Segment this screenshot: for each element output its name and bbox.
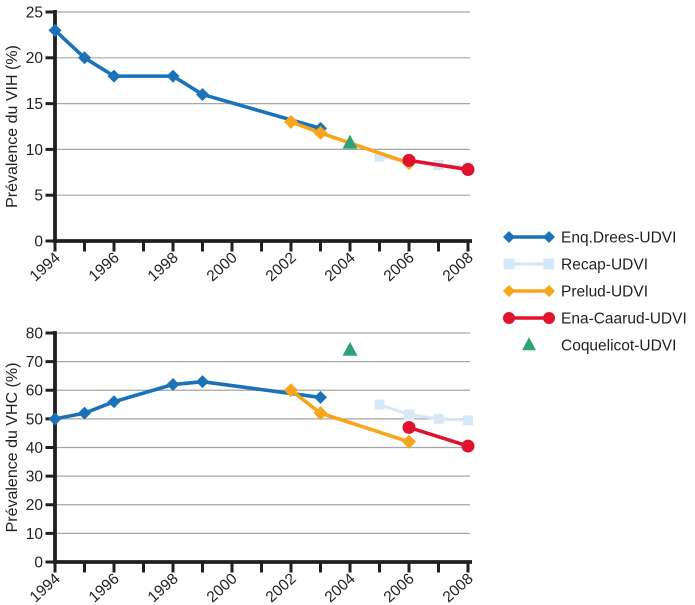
y-tick-label: 0 bbox=[34, 233, 43, 250]
data-point-diamond bbox=[166, 69, 180, 83]
y-tick-label: 40 bbox=[26, 440, 44, 457]
y-tick-label: 15 bbox=[26, 96, 43, 113]
data-point-diamond bbox=[313, 406, 328, 421]
x-tick-label: 2004 bbox=[322, 570, 359, 605]
data-point-circle bbox=[402, 420, 416, 434]
data-point-diamond bbox=[196, 87, 209, 101]
x-tick-label: 1998 bbox=[145, 249, 182, 285]
data-point-diamond bbox=[107, 395, 121, 409]
legend-entry: Coquelicot-UDVI bbox=[522, 337, 676, 355]
data-point-triangle bbox=[342, 134, 358, 149]
series-enq-drees-udvi bbox=[48, 375, 327, 426]
x-tick-label: 1998 bbox=[145, 570, 182, 605]
legend-entry: Recap-UDVI bbox=[503, 257, 648, 274]
legend-label: Coquelicot-UDVI bbox=[561, 338, 676, 355]
data-point-diamond bbox=[78, 406, 91, 420]
vhc-chart: 0 10 20 30 40 50 60 70 80 1994 1996 1998 2000 2002 200… bbox=[4, 325, 477, 605]
x-tick-label: 2002 bbox=[263, 249, 300, 285]
y-tick-label: 80 bbox=[26, 325, 44, 342]
legend-label: Ena-Caarud-UDVI bbox=[561, 311, 687, 328]
y-axis-title: Prévalence du VIH (%) bbox=[4, 45, 21, 208]
series-line bbox=[407, 425, 470, 448]
x-tick-label: 1994 bbox=[27, 570, 64, 605]
data-point-square bbox=[543, 258, 555, 270]
y-tick-label: 20 bbox=[26, 497, 44, 514]
legend-entry: Ena-Caarud-UDVI bbox=[503, 311, 687, 328]
data-point-square bbox=[503, 258, 515, 270]
x-tick-label: 2006 bbox=[381, 249, 418, 285]
legend-label: Enq.Drees-UDVI bbox=[561, 230, 676, 247]
x-tick-label: 1994 bbox=[27, 249, 64, 285]
vih-chart: 0 5 10 15 20 25 1994 1996 1998 2000 2002 2004 2006 20… bbox=[4, 4, 477, 285]
data-point-diamond bbox=[107, 69, 121, 83]
series-line bbox=[53, 28, 323, 131]
data-point-diamond bbox=[48, 412, 62, 426]
data-point-diamond bbox=[166, 378, 180, 392]
y-tick-label: 0 bbox=[34, 554, 43, 571]
x-tick-label: 2000 bbox=[204, 570, 241, 605]
data-point-square bbox=[463, 415, 473, 426]
data-point-diamond bbox=[284, 114, 298, 129]
x-tick-label: 2004 bbox=[322, 249, 359, 285]
series-enq-drees-udvi bbox=[48, 23, 327, 135]
series-recap-udvi bbox=[374, 399, 473, 426]
legend-label: Prelud-UDVI bbox=[561, 284, 648, 301]
series-line bbox=[378, 403, 470, 422]
series-ena-caarud-udvi bbox=[402, 420, 475, 453]
y-tick-label: 10 bbox=[26, 142, 44, 159]
data-point-diamond bbox=[284, 383, 298, 398]
data-point-diamond bbox=[543, 231, 555, 243]
data-point-circle bbox=[503, 312, 515, 324]
y-tick-label: 50 bbox=[26, 411, 44, 428]
x-tick-label: 2008 bbox=[440, 249, 477, 285]
data-point-diamond bbox=[196, 375, 209, 389]
series-line bbox=[289, 388, 411, 444]
data-point-diamond bbox=[503, 285, 515, 297]
data-point-diamond bbox=[543, 285, 555, 297]
series-line bbox=[407, 158, 470, 172]
data-point-diamond bbox=[402, 434, 416, 449]
y-axis-title: Prévalence du VHC (%) bbox=[4, 363, 21, 533]
data-point-circle bbox=[543, 312, 555, 324]
data-point-circle bbox=[402, 153, 416, 167]
data-point-diamond bbox=[314, 390, 327, 404]
data-point-circle bbox=[461, 439, 475, 453]
y-tick-label: 60 bbox=[26, 383, 44, 400]
data-point-circle bbox=[461, 163, 475, 177]
series-line bbox=[53, 379, 323, 421]
x-tick-label: 2002 bbox=[263, 570, 300, 605]
x-tick-label: 2000 bbox=[204, 249, 241, 285]
y-tick-label: 30 bbox=[26, 469, 44, 486]
data-point-diamond bbox=[313, 125, 328, 140]
x-tick-label: 2008 bbox=[440, 570, 477, 605]
data-point-diamond bbox=[48, 23, 62, 37]
series-coquelicot-udvi bbox=[342, 134, 358, 149]
series-ena-caarud-udvi bbox=[402, 153, 475, 177]
legend-entry: Prelud-UDVI bbox=[503, 284, 648, 301]
series-coquelicot-udvi bbox=[342, 341, 358, 356]
data-point-diamond bbox=[503, 231, 515, 243]
data-point-triangle bbox=[522, 337, 536, 351]
y-tick-label: 10 bbox=[26, 526, 44, 543]
y-tick-label: 20 bbox=[26, 50, 44, 67]
data-point-triangle bbox=[342, 341, 358, 356]
data-point-square bbox=[433, 413, 444, 424]
data-point-square bbox=[374, 399, 385, 410]
x-tick-label: 1996 bbox=[86, 570, 123, 605]
y-tick-label: 25 bbox=[26, 4, 43, 21]
y-tick-label: 70 bbox=[26, 354, 44, 371]
legend-label: Recap-UDVI bbox=[561, 257, 648, 274]
data-point-square bbox=[404, 409, 414, 420]
x-tick-label: 1996 bbox=[86, 249, 123, 285]
data-point-diamond bbox=[78, 51, 91, 65]
x-tick-label: 2006 bbox=[381, 570, 418, 605]
data-point-square bbox=[374, 151, 385, 162]
y-tick-label: 5 bbox=[34, 188, 43, 205]
legend-entry: Enq.Drees-UDVI bbox=[503, 230, 676, 247]
legend: Enq.Drees-UDVI Recap-UDVI Prelud-UDVI Ena-C… bbox=[503, 230, 687, 355]
series-prelud-udvi bbox=[284, 383, 416, 449]
